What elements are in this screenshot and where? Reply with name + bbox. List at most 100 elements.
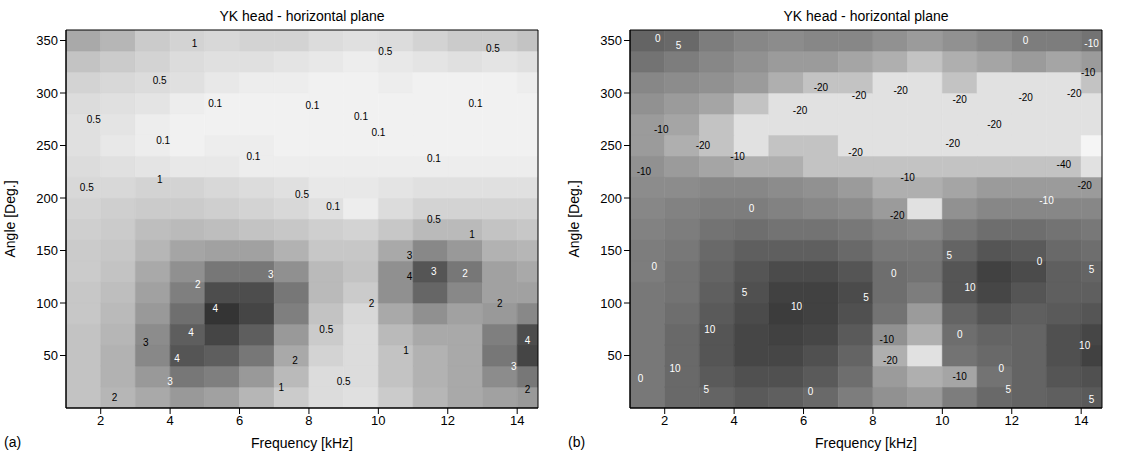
svg-text:200: 200 — [600, 191, 622, 206]
svg-text:-10: -10 — [637, 166, 652, 177]
svg-text:6: 6 — [800, 413, 807, 428]
svg-text:0.5: 0.5 — [319, 324, 333, 335]
svg-text:150: 150 — [36, 243, 58, 258]
svg-text:-20: -20 — [793, 105, 808, 116]
svg-text:0.1: 0.1 — [208, 98, 222, 109]
svg-text:300: 300 — [36, 86, 58, 101]
svg-text:0.1: 0.1 — [305, 100, 319, 111]
svg-text:-10: -10 — [730, 151, 745, 162]
svg-text:0.5: 0.5 — [378, 46, 392, 57]
svg-text:12: 12 — [441, 413, 455, 428]
svg-text:8: 8 — [869, 413, 876, 428]
svg-text:0.1: 0.1 — [469, 98, 483, 109]
svg-text:14: 14 — [1074, 413, 1088, 428]
svg-text:3: 3 — [268, 269, 274, 280]
svg-text:0.1: 0.1 — [326, 201, 340, 212]
svg-text:3: 3 — [143, 337, 149, 348]
svg-text:1: 1 — [192, 38, 198, 49]
svg-text:150: 150 — [600, 243, 622, 258]
svg-text:3: 3 — [167, 376, 173, 387]
svg-text:1: 1 — [278, 382, 284, 393]
svg-text:0.1: 0.1 — [354, 111, 368, 122]
svg-text:4: 4 — [188, 327, 194, 338]
svg-text:0: 0 — [808, 386, 814, 397]
svg-text:2: 2 — [462, 268, 468, 279]
svg-text:10: 10 — [704, 324, 716, 335]
svg-text:-10: -10 — [900, 172, 915, 183]
svg-text:2: 2 — [292, 355, 298, 366]
svg-text:10: 10 — [965, 282, 977, 293]
svg-text:Frequency [kHz]: Frequency [kHz] — [815, 435, 917, 451]
svg-text:350: 350 — [600, 33, 622, 48]
svg-text:-10: -10 — [654, 124, 669, 135]
svg-text:0: 0 — [999, 363, 1005, 374]
svg-text:-20: -20 — [814, 82, 829, 93]
svg-text:-20: -20 — [1077, 180, 1092, 191]
svg-text:-20: -20 — [1067, 88, 1082, 99]
svg-text:0.5: 0.5 — [80, 182, 94, 193]
svg-text:5: 5 — [742, 287, 748, 298]
svg-text:Frequency [kHz]: Frequency [kHz] — [251, 435, 353, 451]
svg-text:-10: -10 — [1039, 195, 1054, 206]
svg-text:-20: -20 — [852, 90, 867, 101]
svg-text:0.5: 0.5 — [295, 189, 309, 200]
svg-text:5: 5 — [1089, 394, 1095, 405]
svg-text:2: 2 — [369, 298, 375, 309]
svg-text:0: 0 — [957, 329, 963, 340]
svg-text:-20: -20 — [848, 147, 863, 158]
svg-text:5: 5 — [947, 250, 953, 261]
svg-text:4: 4 — [167, 413, 174, 428]
svg-text:50: 50 — [44, 348, 58, 363]
svg-text:300: 300 — [600, 86, 622, 101]
svg-text:4: 4 — [407, 271, 413, 282]
svg-text:1: 1 — [469, 229, 475, 240]
svg-text:10: 10 — [371, 413, 385, 428]
svg-text:0: 0 — [652, 261, 658, 272]
svg-text:-20: -20 — [952, 94, 967, 105]
svg-text:12: 12 — [1005, 413, 1019, 428]
svg-text:200: 200 — [36, 191, 58, 206]
svg-text:0: 0 — [1023, 35, 1029, 46]
svg-text:250: 250 — [600, 138, 622, 153]
svg-text:2: 2 — [525, 384, 531, 395]
svg-text:1: 1 — [157, 174, 163, 185]
svg-text:14: 14 — [510, 413, 524, 428]
svg-text:0.5: 0.5 — [153, 75, 167, 86]
svg-text:0.1: 0.1 — [156, 135, 170, 146]
svg-text:10: 10 — [791, 301, 803, 312]
svg-text:-20: -20 — [696, 140, 711, 151]
svg-text:5: 5 — [1089, 264, 1095, 275]
svg-text:100: 100 — [36, 296, 58, 311]
svg-text:3: 3 — [511, 361, 517, 372]
svg-text:4: 4 — [212, 303, 218, 314]
svg-text:0.5: 0.5 — [486, 43, 500, 54]
svg-text:0.5: 0.5 — [87, 114, 101, 125]
svg-text:4: 4 — [174, 353, 180, 364]
svg-text:-10: -10 — [1081, 67, 1096, 78]
svg-text:10: 10 — [935, 413, 949, 428]
svg-text:0.5: 0.5 — [337, 376, 351, 387]
svg-text:-20: -20 — [883, 355, 898, 366]
svg-text:50: 50 — [608, 348, 622, 363]
svg-text:-10: -10 — [880, 334, 895, 345]
svg-text:6: 6 — [236, 413, 243, 428]
svg-text:0: 0 — [655, 33, 661, 44]
svg-text:10: 10 — [1079, 340, 1091, 351]
svg-text:4: 4 — [731, 413, 738, 428]
svg-text:2: 2 — [97, 413, 104, 428]
svg-text:1: 1 — [403, 345, 409, 356]
svg-text:5: 5 — [863, 292, 869, 303]
svg-text:-20: -20 — [987, 119, 1002, 130]
svg-text:100: 100 — [600, 296, 622, 311]
svg-text:2: 2 — [497, 298, 503, 309]
svg-text:0.5: 0.5 — [427, 214, 441, 225]
svg-text:3: 3 — [431, 266, 437, 277]
svg-text:350: 350 — [36, 33, 58, 48]
svg-text:2: 2 — [112, 392, 118, 403]
svg-text:2: 2 — [661, 413, 668, 428]
svg-text:-20: -20 — [890, 210, 905, 221]
svg-text:5: 5 — [676, 40, 682, 51]
svg-text:0: 0 — [638, 373, 644, 384]
svg-text:0.1: 0.1 — [246, 151, 260, 162]
svg-text:-40: -40 — [1057, 159, 1072, 170]
